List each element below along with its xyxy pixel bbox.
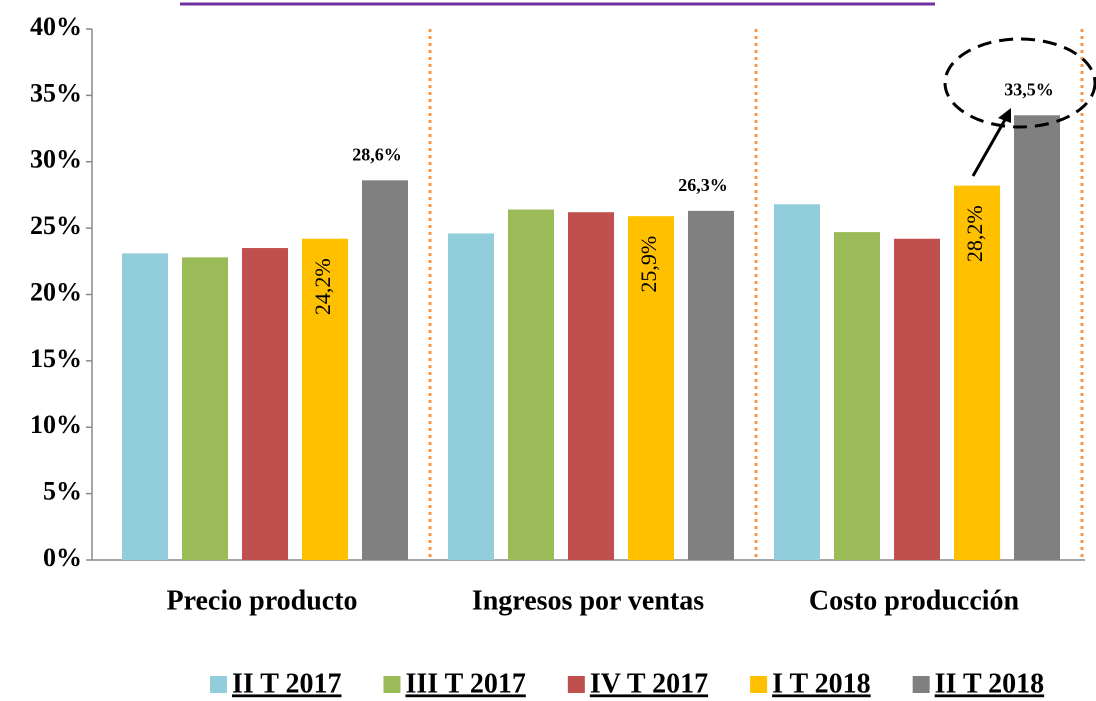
legend-swatch [567,676,585,693]
bar [362,180,408,560]
bar [182,257,228,560]
data-label: 26,3% [678,175,728,195]
legend-swatch [912,676,930,693]
x-tick-label: Costo producción [809,585,1020,616]
bar [122,253,168,560]
y-tick-label: 40% [30,12,82,41]
bar [834,232,880,561]
y-tick-label: 0% [43,543,82,572]
legend-label: I T 2018 [772,668,871,699]
data-label: 28,2% [962,205,987,262]
bar [1014,115,1060,560]
data-label: 33,5% [1004,79,1054,99]
bar [688,210,734,560]
legend-swatch [750,676,768,693]
bar [628,216,674,561]
data-label: 24,2% [310,258,335,315]
y-tick-label: 25% [30,211,82,240]
x-tick-label: Precio producto [166,585,357,616]
legend-label: III T 2017 [405,668,525,699]
legend-swatch [383,676,401,693]
bar [302,238,348,560]
arrow-head [998,108,1011,123]
bar [568,212,614,560]
bar [894,238,940,560]
legend-label: IV T 2017 [590,668,708,699]
y-tick-label: 30% [30,145,82,174]
y-tick-label: 35% [30,78,82,107]
y-tick-label: 20% [30,277,82,306]
x-tick-label: Ingresos por ventas [472,585,704,616]
bar [242,248,288,560]
y-tick-label: 15% [30,344,82,373]
y-tick-label: 10% [30,410,82,439]
arrow-shaft [971,117,1008,177]
y-tick-label: 5% [43,477,82,506]
data-label: 28,6% [352,144,402,164]
highlight-ellipse [943,37,1096,129]
legend-swatch [210,676,227,693]
bar [774,204,820,561]
bar [448,233,494,560]
bar [508,209,554,561]
legend-label: II T 2018 [935,668,1044,699]
legend-label: II T 2017 [232,668,341,699]
data-label: 25,9% [636,236,661,293]
bar [954,185,1000,560]
